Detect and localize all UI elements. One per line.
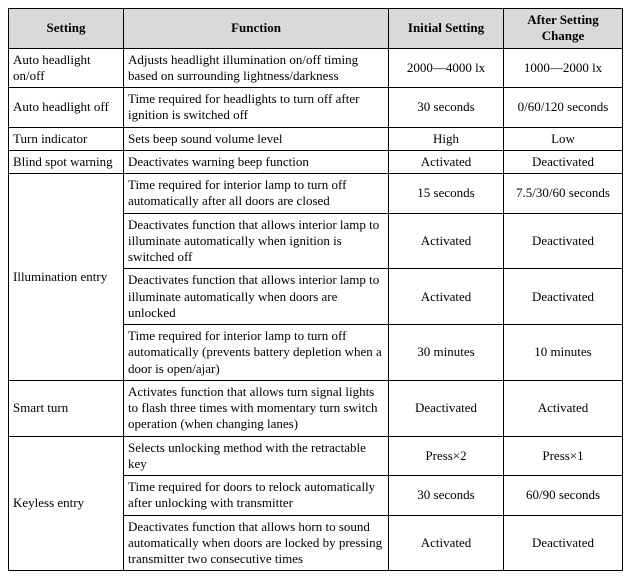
cell-after: Deactivated bbox=[504, 213, 623, 269]
table-row: Illumination entry Time required for int… bbox=[9, 174, 623, 214]
cell-function: Deactivates function that allows interio… bbox=[124, 213, 389, 269]
cell-initial: Activated bbox=[389, 150, 504, 173]
cell-function: Time required for headlights to turn off… bbox=[124, 88, 389, 128]
cell-function: Selects unlocking method with the retrac… bbox=[124, 436, 389, 476]
cell-initial: Deactivated bbox=[389, 380, 504, 436]
cell-after: 10 minutes bbox=[504, 325, 623, 381]
cell-setting: Auto headlight on/off bbox=[9, 48, 124, 88]
cell-after: 1000—2000 lx bbox=[504, 48, 623, 88]
cell-initial: Activated bbox=[389, 213, 504, 269]
cell-function: Time required for interior lamp to turn … bbox=[124, 325, 389, 381]
table-row: Turn indicator Sets beep sound volume le… bbox=[9, 127, 623, 150]
cell-after: 0/60/120 seconds bbox=[504, 88, 623, 128]
cell-setting: Blind spot warning bbox=[9, 150, 124, 173]
cell-function: Sets beep sound volume level bbox=[124, 127, 389, 150]
cell-function: Adjusts headlight illumination on/off ti… bbox=[124, 48, 389, 88]
cell-function: Time required for doors to relock automa… bbox=[124, 476, 389, 516]
cell-initial: Activated bbox=[389, 515, 504, 571]
cell-after: 60/90 seconds bbox=[504, 476, 623, 516]
cell-initial: Press×2 bbox=[389, 436, 504, 476]
cell-initial: 15 seconds bbox=[389, 174, 504, 214]
col-after: After Setting Change bbox=[504, 9, 623, 49]
settings-table: Setting Function Initial Setting After S… bbox=[8, 8, 623, 571]
table-header-row: Setting Function Initial Setting After S… bbox=[9, 9, 623, 49]
cell-function: Time required for interior lamp to turn … bbox=[124, 174, 389, 214]
cell-function: Deactivates function that allows horn to… bbox=[124, 515, 389, 571]
cell-initial: 30 minutes bbox=[389, 325, 504, 381]
cell-setting: Auto headlight off bbox=[9, 88, 124, 128]
cell-setting: Smart turn bbox=[9, 380, 124, 436]
cell-initial: 30 seconds bbox=[389, 476, 504, 516]
cell-after: 7.5/30/60 seconds bbox=[504, 174, 623, 214]
col-function: Function bbox=[124, 9, 389, 49]
cell-after: Press×1 bbox=[504, 436, 623, 476]
cell-setting: Illumination entry bbox=[9, 174, 124, 381]
cell-function: Deactivates function that allows interio… bbox=[124, 269, 389, 325]
table-row: Blind spot warning Deactivates warning b… bbox=[9, 150, 623, 173]
cell-setting: Turn indicator bbox=[9, 127, 124, 150]
cell-initial: Activated bbox=[389, 269, 504, 325]
table-row: Auto headlight off Time required for hea… bbox=[9, 88, 623, 128]
cell-function: Activates function that allows turn sign… bbox=[124, 380, 389, 436]
cell-after: Deactivated bbox=[504, 515, 623, 571]
table-row: Auto headlight on/off Adjusts headlight … bbox=[9, 48, 623, 88]
table-row: Smart turn Activates function that allow… bbox=[9, 380, 623, 436]
cell-initial: 2000—4000 lx bbox=[389, 48, 504, 88]
cell-function: Deactivates warning beep function bbox=[124, 150, 389, 173]
cell-after: Activated bbox=[504, 380, 623, 436]
cell-after: Low bbox=[504, 127, 623, 150]
cell-after: Deactivated bbox=[504, 269, 623, 325]
col-initial: Initial Setting bbox=[389, 9, 504, 49]
cell-after: Deactivated bbox=[504, 150, 623, 173]
cell-setting: Keyless entry bbox=[9, 436, 124, 571]
cell-initial: 30 seconds bbox=[389, 88, 504, 128]
table-row: Keyless entry Selects unlocking method w… bbox=[9, 436, 623, 476]
col-setting: Setting bbox=[9, 9, 124, 49]
cell-initial: High bbox=[389, 127, 504, 150]
